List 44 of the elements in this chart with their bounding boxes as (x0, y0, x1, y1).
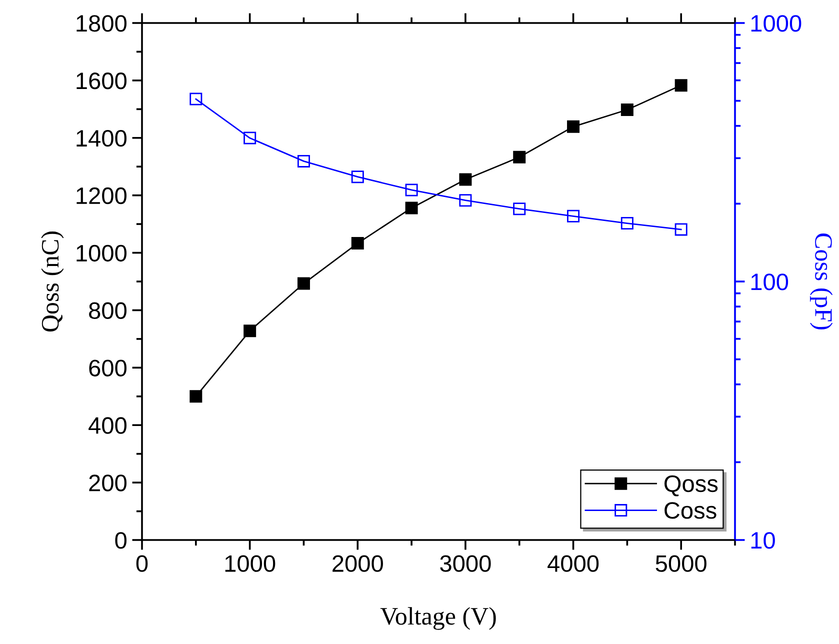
y-tick-label: 800 (89, 302, 126, 320)
x-tick-label: 5000 (656, 555, 706, 572)
legend-label: Coss (664, 502, 716, 519)
y2-tick-label: 1000 (751, 15, 802, 32)
y2-axis-title: Coss (pF) (810, 234, 833, 330)
point (567, 120, 580, 133)
x-tick-label: 1000 (225, 555, 276, 572)
x-tick-label: 2000 (332, 555, 383, 572)
point (620, 217, 634, 230)
y-tick-label: 0 (115, 532, 126, 549)
point (459, 194, 472, 207)
y-tick-label: 400 (88, 417, 126, 434)
point (674, 223, 688, 236)
point (351, 237, 364, 250)
point (244, 324, 256, 338)
point (405, 202, 418, 214)
point (459, 173, 472, 186)
legend-label: Qoss (664, 475, 718, 496)
y-tick-label: 200 (89, 474, 126, 492)
y-tick-label: 600 (89, 360, 126, 376)
y2-tick-label: 100 (751, 274, 788, 290)
y-tick-label: 1400 (76, 130, 126, 147)
x-tick-label: 0 (136, 555, 148, 572)
point (351, 170, 364, 184)
point (244, 132, 256, 144)
y-tick-label: 1600 (76, 72, 126, 90)
point (405, 184, 418, 196)
point (620, 103, 634, 116)
y-tick-label: 1800 (76, 15, 126, 32)
x-tick-label: 3000 (440, 555, 491, 572)
point (674, 79, 688, 92)
point (297, 154, 310, 168)
y-tick-label: 1200 (76, 187, 126, 204)
point (567, 210, 580, 222)
point (190, 390, 202, 403)
point (297, 277, 310, 290)
point (513, 150, 526, 164)
y2-tick-label: 10 (751, 532, 775, 549)
y-axis-title: Qoss (nC) (41, 232, 64, 332)
point (513, 202, 526, 216)
x-axis-title: Voltage (V) (380, 607, 496, 630)
point (190, 92, 202, 106)
x-tick-label: 4000 (548, 555, 599, 572)
y-tick-label: 1000 (76, 244, 126, 262)
